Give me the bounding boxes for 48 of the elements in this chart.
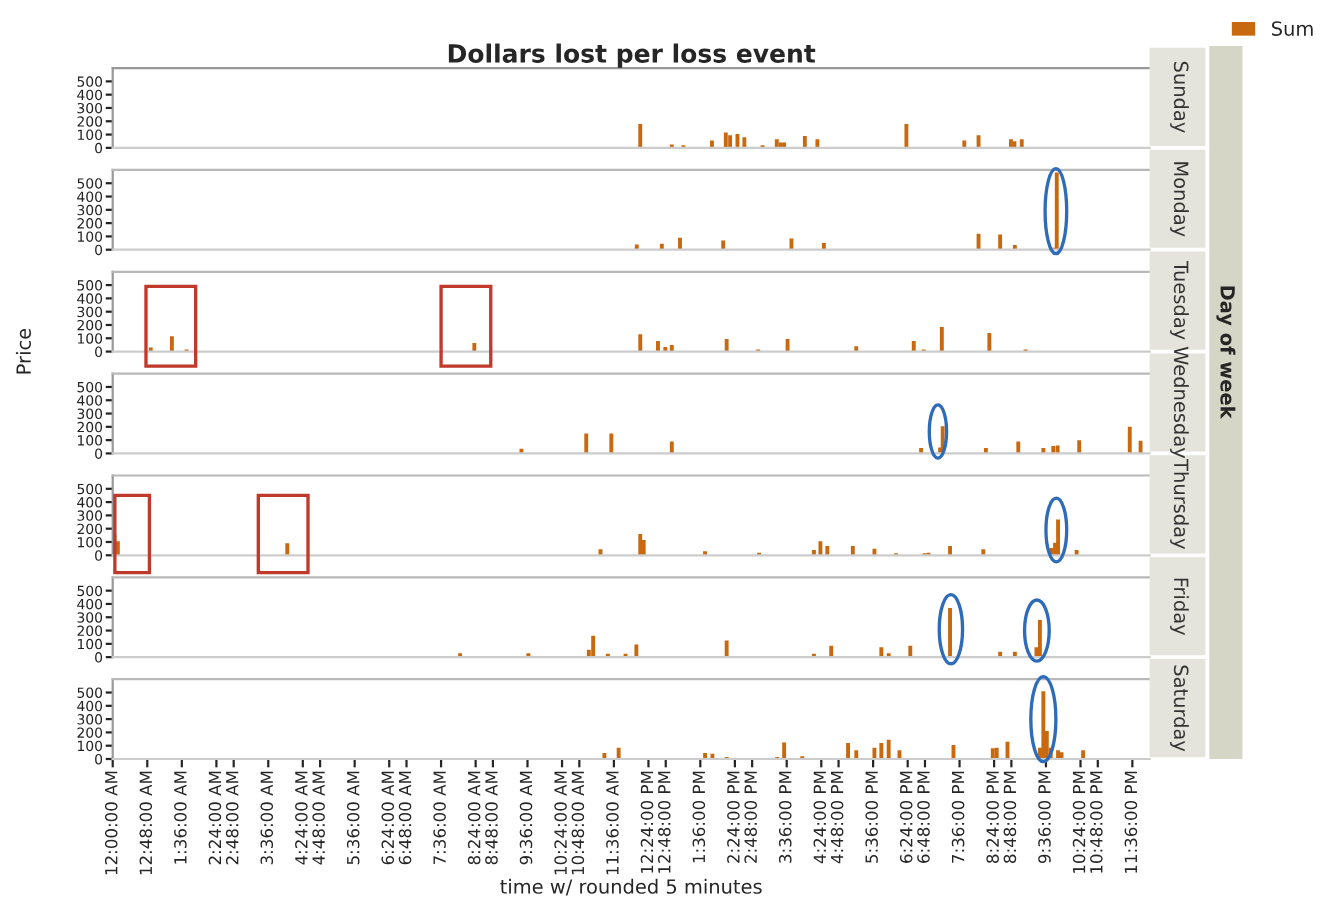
x-tick-label: 2:24:00 PM [727,771,740,863]
x-tick-label: 10:48:00 AM [571,771,585,875]
x-tick-label: 10:48:00 PM [1090,771,1103,873]
x-tick-label: 12:48:00 PM [657,771,671,873]
y2-axis-title: Thursday [1170,459,1189,549]
x-tick-label: 7:36:00 PM [951,771,965,863]
x-tick-label: 6:48:00 AM [398,771,412,865]
x-tick-label: 12:48:00 AM [139,771,153,875]
x-tick-label: 9:36:00 AM [519,771,533,865]
x-tick-label: 12:00:00 AM [104,771,118,875]
x-axis-title: time w/ rounded 5 minutes [500,878,762,896]
y-axis-title: Price [15,328,31,374]
x-tick-label: 3:36:00 AM [260,771,274,865]
y2-axis-title: Friday [1170,578,1189,636]
x-tick-label: 10:24:00 PM [1072,771,1086,873]
y2-axis-title: Wednesday [1170,346,1189,459]
x-tick-label: 2:48:00 PM [744,771,757,863]
x-tick-label: 4:48:00 AM [312,771,325,865]
y2-axis-title: Sunday [1170,61,1189,133]
x-tick-label: 12:24:00 PM [640,771,654,873]
x-tick-label: 1:36:00 AM [174,771,187,864]
x-tick-label: 4:48:00 PM [830,771,844,864]
chart-title: Dollars lost per loss event [448,43,816,68]
x-tick-label: 8:48:00 PM [1003,771,1017,863]
y2-axis-title: Monday [1170,162,1189,237]
y2-axis-title: Saturday [1170,665,1189,752]
x-tick-label: 7:36:00 AM [433,771,446,865]
y2-axis-title: Tuesday [1170,261,1189,340]
x-tick-label: 8:24:00 AM [467,771,481,865]
legend-label: Sum [1272,21,1313,36]
x-tick-label: 3:36:00 PM [778,771,792,863]
x-tick-label: 8:24:00 PM [986,771,999,863]
x-tick-label: 4:24:00 AM [295,771,308,865]
x-tick-label: 4:24:00 PM [813,771,827,864]
x-tick-label: 11:36:00 PM [1124,771,1138,873]
x-tick-label: 5:36:00 PM [865,771,878,863]
x-tick-label: 6:48:00 PM [917,771,930,863]
x-tick-label: 9:36:00 PM [1038,771,1051,864]
x-tick-label: 10:24:00 AM [554,771,567,875]
x-tick-label: 8:48:00 AM [485,771,498,865]
x-tick-label: 2:24:00 AM [208,771,222,865]
x-tick-label: 5:36:00 AM [346,771,360,865]
x-tick-label: 2:48:00 AM [225,771,239,865]
x-tick-label: 6:24:00 PM [899,771,913,863]
text: Day of week [1216,286,1236,419]
x-tick-label: 1:36:00 PM [692,771,706,863]
x-tick-label: 11:36:00 AM [606,771,619,875]
x-tick-label: 6:24:00 AM [381,771,395,865]
